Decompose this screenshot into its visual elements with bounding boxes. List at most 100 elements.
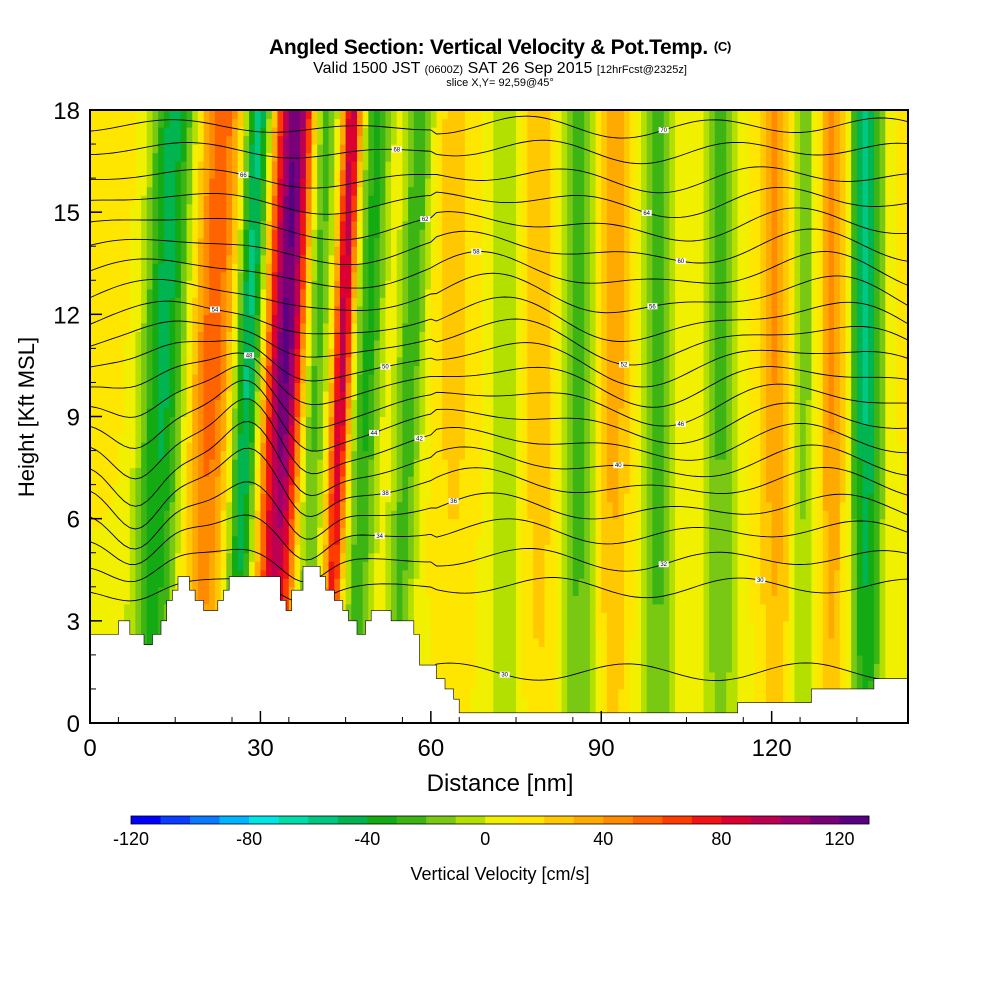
heatmap-cell xyxy=(470,144,477,154)
heatmap-cell xyxy=(481,578,489,588)
heatmap-cell xyxy=(391,373,398,384)
heatmap-cell xyxy=(334,254,341,264)
heatmap-cell xyxy=(368,407,375,418)
heatmap-cell xyxy=(180,407,188,418)
heatmap-cell xyxy=(169,297,176,307)
heatmap-cell xyxy=(107,169,114,179)
heatmap-cell xyxy=(402,356,409,367)
heatmap-cell xyxy=(408,476,415,486)
heatmap-cell xyxy=(95,365,102,375)
heatmap-cell xyxy=(237,314,244,324)
heatmap-cell xyxy=(152,322,159,332)
heatmap-cell xyxy=(374,348,381,358)
heatmap-cell xyxy=(345,416,352,426)
heatmap-cell xyxy=(243,476,250,486)
heatmap-cell xyxy=(430,178,438,188)
heatmap-cell xyxy=(385,476,392,486)
heatmap-cell xyxy=(141,476,148,486)
heatmap-cell xyxy=(197,399,205,409)
heatmap-cell xyxy=(254,280,262,290)
heatmap-cell xyxy=(129,212,137,222)
heatmap-cell xyxy=(356,450,364,460)
heatmap-cell xyxy=(203,476,210,486)
heatmap-cell xyxy=(232,425,239,435)
heatmap-cell xyxy=(266,195,273,205)
heatmap-cell xyxy=(135,280,142,290)
heatmap-cell xyxy=(305,561,313,571)
heatmap-cell xyxy=(124,229,131,239)
heatmap-cell xyxy=(214,161,222,171)
heatmap-cell xyxy=(436,186,443,196)
heatmap-cell xyxy=(266,476,273,486)
heatmap-cell xyxy=(124,144,131,154)
heatmap-cell xyxy=(107,339,114,349)
heatmap-cell xyxy=(141,161,148,171)
heatmap-cell xyxy=(197,314,205,324)
heatmap-cell xyxy=(317,229,324,239)
heatmap-cell xyxy=(470,416,477,426)
heatmap-cell xyxy=(322,220,330,230)
heatmap-cell xyxy=(112,331,119,341)
heatmap-cell xyxy=(169,152,176,162)
heatmap-cell xyxy=(243,229,250,239)
heatmap-cell xyxy=(356,127,364,137)
heatmap-cell xyxy=(203,305,210,315)
heatmap-cell xyxy=(402,407,409,418)
heatmap-cell xyxy=(90,169,97,179)
heatmap-cell xyxy=(141,569,148,579)
heatmap-cell xyxy=(141,271,148,281)
heatmap-cell xyxy=(283,118,290,128)
heatmap-cell xyxy=(209,271,216,281)
heatmap-cell xyxy=(226,203,233,213)
heatmap-cell xyxy=(362,356,369,367)
heatmap-cell xyxy=(283,280,290,290)
heatmap-cell xyxy=(158,586,165,596)
heatmap-cell xyxy=(374,459,381,469)
heatmap-cell xyxy=(396,186,404,196)
heatmap-cell xyxy=(356,314,364,324)
heatmap-cell xyxy=(124,161,131,171)
heatmap-cell xyxy=(169,110,176,120)
heatmap-cell xyxy=(317,237,324,247)
heatmap-cell xyxy=(300,178,307,188)
heatmap-cell xyxy=(385,399,392,409)
heatmap-cell xyxy=(237,552,244,562)
heatmap-cell xyxy=(209,339,216,349)
heatmap-cell xyxy=(101,203,108,213)
heatmap-cell xyxy=(368,161,375,171)
heatmap-cell xyxy=(453,654,460,664)
heatmap-cell xyxy=(419,407,426,418)
heatmap-cell xyxy=(141,186,148,196)
heatmap-cell xyxy=(254,348,262,358)
heatmap-cell xyxy=(90,527,97,537)
heatmap-cell xyxy=(413,629,421,639)
valid-time-line: Valid 1500 JST (0600Z) SAT 26 Sep 2015 [… xyxy=(0,60,1000,78)
heatmap-cell xyxy=(90,433,97,443)
heatmap-cell xyxy=(430,450,438,460)
heatmap-cell xyxy=(311,254,318,264)
heatmap-cell xyxy=(339,203,347,213)
heatmap-cell xyxy=(362,442,369,452)
heatmap-cell xyxy=(459,382,466,392)
heatmap-cell xyxy=(214,578,222,588)
heatmap-cell xyxy=(300,459,307,469)
heatmap-cell xyxy=(192,467,199,477)
heatmap-cell xyxy=(129,390,137,401)
heatmap-cell xyxy=(146,578,154,588)
heatmap-cell xyxy=(95,595,102,605)
heatmap-cell xyxy=(152,552,159,562)
heatmap-cell xyxy=(419,561,426,571)
heatmap-cell xyxy=(351,220,358,230)
heatmap-cell xyxy=(339,271,347,281)
heatmap-cell xyxy=(260,569,267,579)
heatmap-cell xyxy=(322,144,330,154)
heatmap-cell xyxy=(112,305,119,315)
heatmap-cell xyxy=(396,220,404,230)
heatmap-cell xyxy=(283,459,290,469)
heatmap-cell xyxy=(175,569,182,579)
heatmap-cell xyxy=(163,229,171,239)
heatmap-cell xyxy=(317,484,324,494)
heatmap-cell xyxy=(135,229,142,239)
heatmap-cell xyxy=(459,603,466,613)
heatmap-cell xyxy=(135,578,142,588)
